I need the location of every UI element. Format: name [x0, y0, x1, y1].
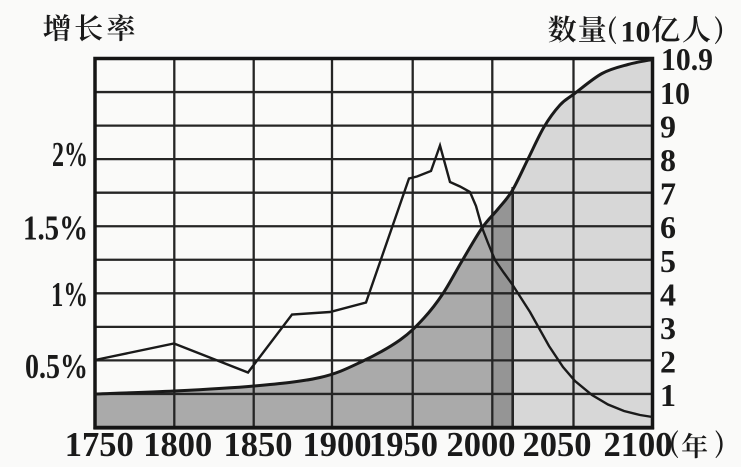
svg-text:2: 2 [660, 343, 676, 379]
svg-text:10.9: 10.9 [661, 41, 713, 77]
svg-text:7: 7 [660, 176, 676, 212]
svg-text:0.5%: 0.5% [25, 348, 88, 386]
svg-text:2100: 2100 [604, 426, 673, 464]
svg-text:10: 10 [621, 16, 651, 49]
svg-text:2050: 2050 [523, 426, 592, 464]
svg-text:1800: 1800 [143, 426, 212, 464]
svg-text:6: 6 [660, 209, 676, 245]
svg-text:8: 8 [660, 142, 676, 178]
svg-text:1750: 1750 [65, 426, 134, 464]
svg-text:1950: 1950 [369, 426, 438, 464]
svg-text:5: 5 [660, 243, 676, 279]
svg-text:3: 3 [660, 310, 676, 346]
svg-text:1.5%: 1.5% [23, 210, 88, 248]
svg-text:10: 10 [660, 75, 690, 111]
svg-text:2000: 2000 [447, 426, 516, 464]
svg-text:9: 9 [660, 109, 676, 145]
svg-text:1: 1 [660, 377, 676, 413]
svg-text:1%: 1% [51, 276, 88, 314]
svg-text:1900: 1900 [303, 426, 372, 464]
svg-text:1850: 1850 [224, 426, 293, 464]
svg-text:4: 4 [660, 276, 676, 312]
svg-text:2%: 2% [52, 136, 88, 174]
